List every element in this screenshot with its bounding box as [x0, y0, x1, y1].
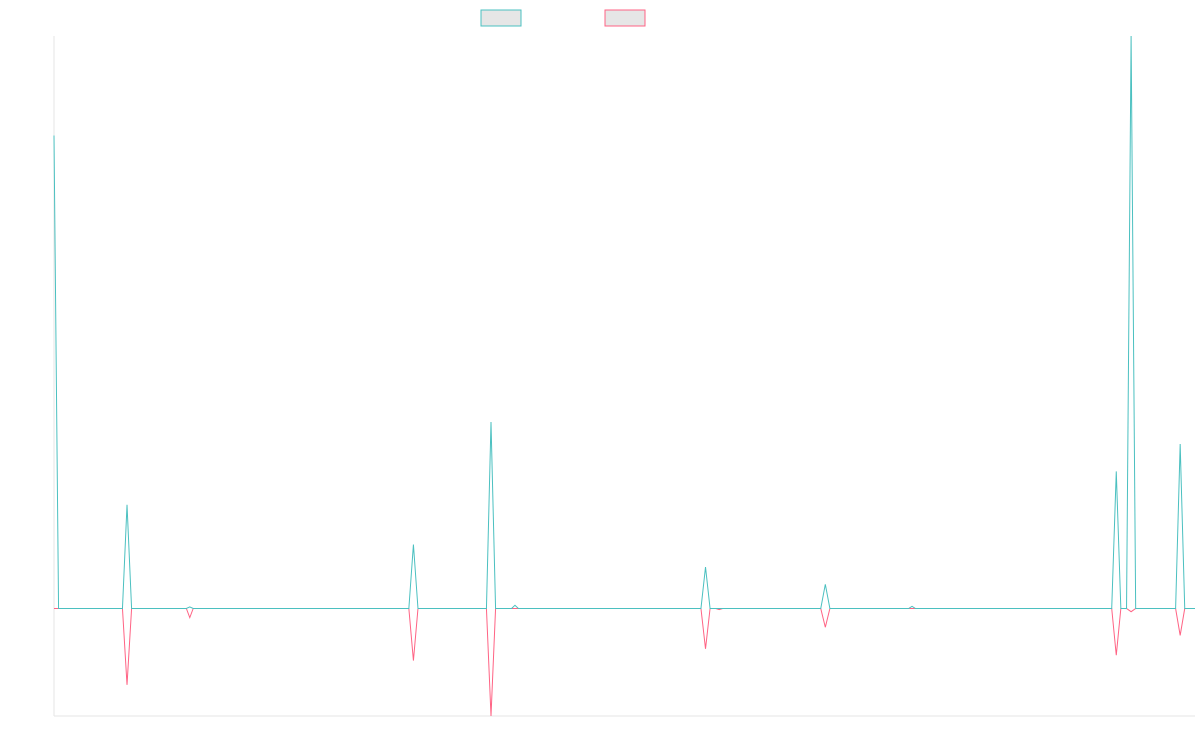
series-1-line [53, 35, 1195, 609]
legend [480, 9, 646, 27]
series-2-line [54, 607, 1195, 717]
legend-swatch-series-1[interactable] [480, 9, 522, 27]
axes [53, 36, 1195, 717]
plot-area [53, 35, 1195, 717]
legend-swatch-series-2[interactable] [604, 9, 646, 27]
